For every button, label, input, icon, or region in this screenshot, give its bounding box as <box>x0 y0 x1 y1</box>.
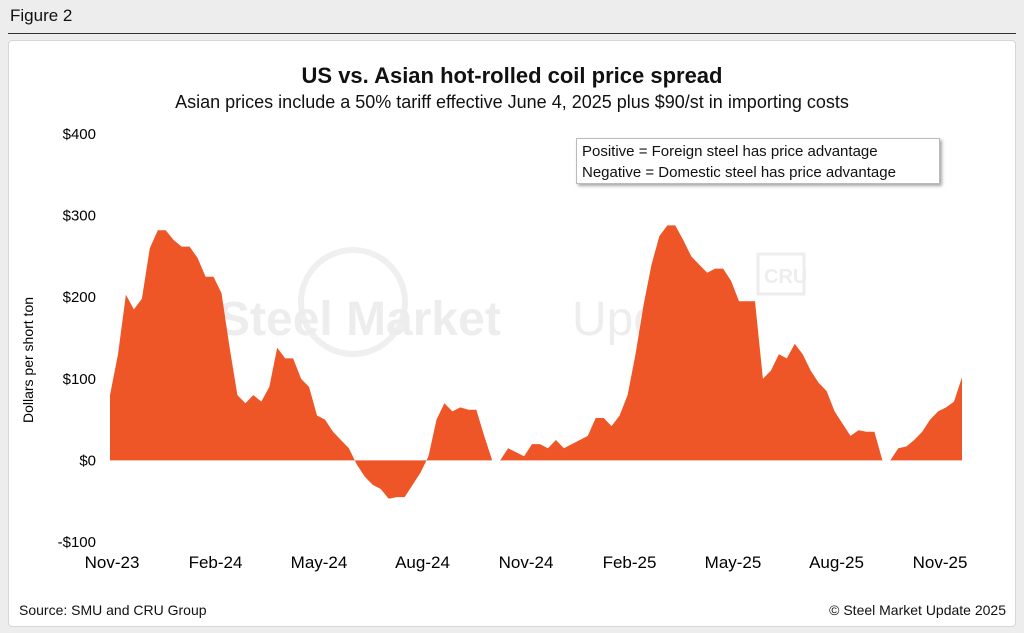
y-axis-label: Dollars per short ton <box>20 297 36 423</box>
watermark-logo-ring <box>298 247 408 357</box>
x-axis-ticks: Nov-23 Feb-24 May-24 Aug-24 Nov-24 Feb-25 May-… <box>85 553 968 572</box>
y-tick-label: $300 <box>63 208 96 225</box>
annotation-positive: Positive = Foreign steel has price advan… <box>582 143 878 160</box>
annotation-box: Positive = Foreign steel has price advan… <box>576 138 940 184</box>
x-tick-label: Aug-25 <box>809 553 864 572</box>
watermark-text-bold: Steel Market <box>218 293 501 346</box>
x-tick-label: Feb-24 <box>189 553 243 572</box>
x-tick-label: Feb-25 <box>603 553 657 572</box>
figure-label: Figure 2 <box>10 6 73 25</box>
chart-subtitle: Asian prices include a 50% tariff effect… <box>175 92 849 112</box>
source-note: Source: SMU and CRU Group <box>19 602 207 618</box>
x-tick-label: May-25 <box>705 553 762 572</box>
y-tick-label: $0 <box>79 452 96 469</box>
y-tick-label: $400 <box>63 126 96 143</box>
x-tick-label: Nov-25 <box>913 553 968 572</box>
chart-title: US vs. Asian hot-rolled coil price sprea… <box>301 63 723 88</box>
header-rule <box>8 33 1016 34</box>
watermark-badge: CRU <box>764 266 807 288</box>
y-tick-label: -$100 <box>58 534 96 551</box>
x-tick-label: Nov-24 <box>499 553 554 572</box>
x-tick-label: May-24 <box>291 553 348 572</box>
y-tick-label: $200 <box>63 289 96 306</box>
y-axis-ticks: $400 $300 $200 $100 $0 -$100 <box>58 126 96 551</box>
y-tick-label: $100 <box>63 371 96 388</box>
annotation-negative: Negative = Domestic steel has price adva… <box>582 164 896 181</box>
watermark-badge-box <box>756 252 806 296</box>
copyright-note: © Steel Market Update 2025 <box>829 602 1006 618</box>
x-tick-label: Aug-24 <box>395 553 450 572</box>
series-area <box>110 225 962 499</box>
x-tick-label: Nov-23 <box>85 553 140 572</box>
